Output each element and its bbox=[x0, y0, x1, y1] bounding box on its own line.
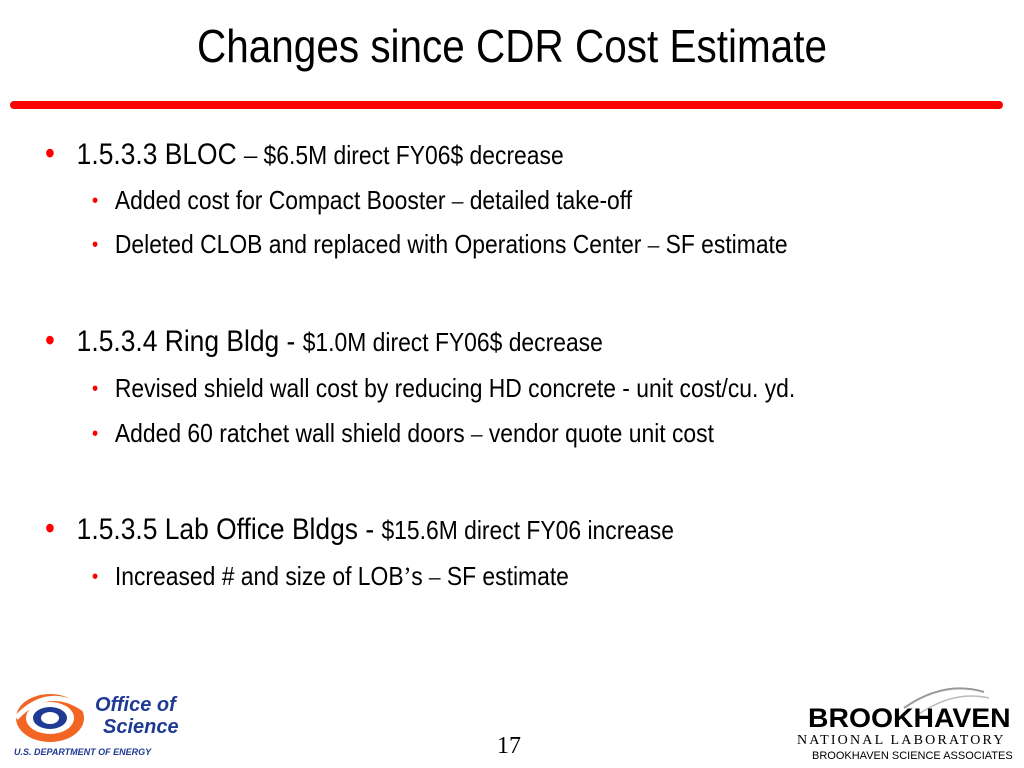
subitem-dash: – bbox=[429, 562, 441, 591]
subitem: • Increased # and size of LOB’s – SF esti… bbox=[92, 561, 569, 594]
bullet-icon: • bbox=[92, 423, 99, 445]
bnl-logo-icon bbox=[903, 687, 990, 715]
subitem-dash: – bbox=[647, 230, 660, 259]
subitem-text-2: s bbox=[411, 561, 430, 591]
subitem-text: Increased # and size of LOB bbox=[114, 561, 404, 591]
subitem-dash: – bbox=[471, 419, 483, 448]
bnl-name: BROOKHAVEN bbox=[808, 703, 1011, 733]
bullet-icon: • bbox=[45, 322, 55, 358]
bullet-icon: • bbox=[45, 135, 55, 171]
subitem-tail: detailed take-off bbox=[463, 185, 633, 215]
page-number: 17 bbox=[497, 733, 521, 759]
subitem-text: Revised shield wall cost by reducing HD … bbox=[114, 373, 796, 403]
item-detail: $6.5M direct FY06$ decrease bbox=[257, 140, 564, 170]
subitem-text: Added cost for Compact Booster bbox=[114, 185, 452, 215]
doe-office-line: Office of bbox=[95, 694, 176, 716]
item-detail: $1.0M direct FY06$ decrease bbox=[302, 327, 603, 357]
bullet-item-lab-office: • 1.5.3.5 Lab Office Bldgs - $15.6M direc… bbox=[45, 511, 674, 547]
doe-science-line: Science bbox=[103, 716, 179, 738]
slide-title: Changes since CDR Cost Estimate bbox=[197, 20, 827, 72]
item-head: 1.5.3.4 Ring Bldg - bbox=[76, 325, 303, 358]
bullet-icon: • bbox=[92, 190, 99, 212]
subitem: • Deleted CLOB and replaced with Operatio… bbox=[92, 229, 788, 262]
subitem-apostrophe: ’ bbox=[403, 562, 412, 591]
item-detail: $15.6M direct FY06 increase bbox=[381, 515, 674, 545]
item-head: 1.5.3.5 Lab Office Bldgs - bbox=[76, 513, 382, 546]
bullet-icon: • bbox=[92, 234, 99, 256]
subitem-text: Added 60 ratchet wall shield doors bbox=[114, 418, 472, 448]
bullet-icon: • bbox=[92, 378, 99, 400]
bullet-item-ring-bldg: • 1.5.3.4 Ring Bldg - $1.0M direct FY06$ … bbox=[45, 323, 603, 359]
subitem-tail: vendor quote unit cost bbox=[482, 418, 714, 448]
subitem-text: Deleted CLOB and replaced with Operation… bbox=[114, 229, 648, 259]
bullet-icon: • bbox=[92, 566, 99, 588]
bullet-item-bloc: • 1.5.3.3 BLOC – $6.5M direct FY06$ decre… bbox=[45, 136, 564, 172]
doe-department: U.S. DEPARTMENT OF ENERGY bbox=[14, 747, 152, 757]
item-head: 1.5.3.3 BLOC bbox=[76, 138, 244, 171]
item-dash: – bbox=[243, 138, 258, 171]
subitem-tail: SF estimate bbox=[659, 229, 788, 259]
subitem-dash: – bbox=[451, 186, 464, 215]
bullet-icon: • bbox=[45, 510, 55, 546]
doe-logo-icon bbox=[14, 694, 90, 742]
subitem-tail: SF estimate bbox=[440, 561, 569, 591]
bnl-lab: NATIONAL LABORATORY bbox=[797, 733, 1006, 748]
subitem: • Added cost for Compact Booster – detail… bbox=[92, 185, 632, 218]
subitem: • Added 60 ratchet wall shield doors – ve… bbox=[92, 418, 714, 451]
doe-office-text: Office of Science bbox=[95, 694, 179, 738]
title-divider bbox=[10, 101, 1003, 109]
subitem: • Revised shield wall cost by reducing HD… bbox=[92, 373, 795, 406]
bnl-associates: BROOKHAVEN SCIENCE ASSOCIATES bbox=[812, 750, 1013, 762]
